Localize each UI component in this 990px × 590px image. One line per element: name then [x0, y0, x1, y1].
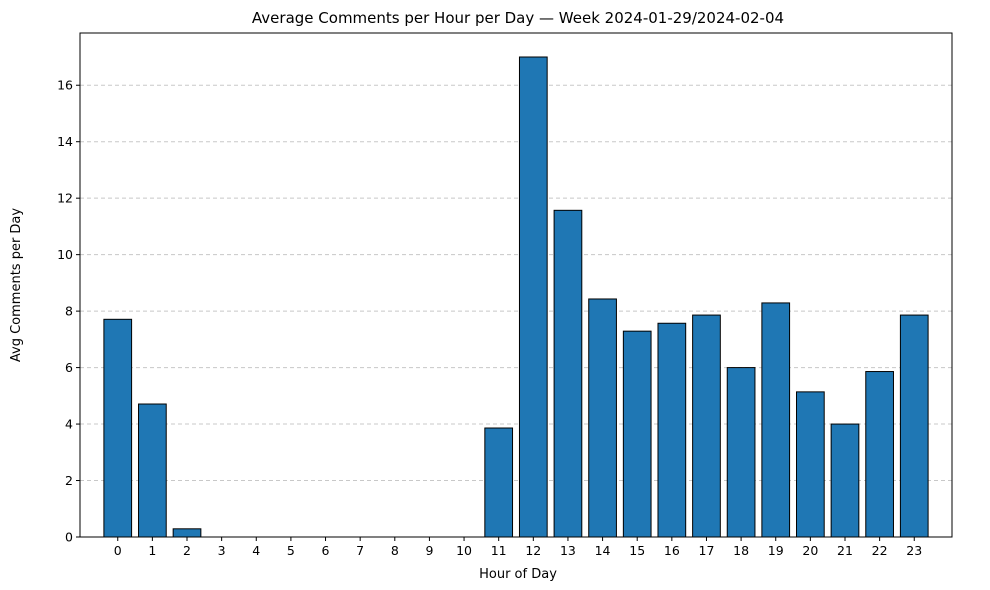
- y-tick-label: 8: [65, 304, 73, 319]
- y-tick-label: 2: [65, 473, 73, 488]
- y-tick-label: 16: [57, 78, 73, 93]
- x-tick-label: 22: [872, 543, 888, 558]
- x-tick-label: 10: [456, 543, 472, 558]
- bar: [726, 367, 756, 538]
- chart-title: Average Comments per Hour per Day — Week…: [252, 9, 784, 27]
- bar: [172, 528, 202, 538]
- bar: [796, 391, 825, 538]
- x-tick-label: 11: [491, 543, 507, 558]
- plot-frame: [79, 32, 953, 538]
- bar: [553, 209, 583, 538]
- x-tick-label: 19: [768, 543, 784, 558]
- bar: [103, 318, 133, 538]
- bar: [692, 314, 721, 538]
- y-tick-label: 0: [65, 530, 73, 545]
- x-tick-label: 8: [391, 543, 399, 558]
- x-axis-ticks: 0 1 2 3 4 5 6 7 8 9 10 11 12 13 14 15 16 17 18 19 20 21 22 23: [114, 537, 922, 558]
- y-axis-label: Avg Comments per Day: [9, 208, 24, 363]
- y-tick-label: 14: [57, 134, 73, 149]
- y-tick-label: 6: [65, 360, 73, 375]
- y-tick-label: 12: [57, 191, 73, 206]
- bar: [899, 314, 929, 538]
- x-tick-label: 18: [733, 543, 749, 558]
- x-tick-label: 9: [425, 543, 433, 558]
- y-axis-ticks: 0 2 4 6 8 10 12 14 16: [57, 78, 80, 545]
- x-tick-label: 1: [148, 543, 156, 558]
- bar: [138, 403, 167, 538]
- x-tick-label: 7: [356, 543, 364, 558]
- x-tick-label: 5: [287, 543, 295, 558]
- x-tick-label: 12: [525, 543, 541, 558]
- bar: [761, 302, 791, 538]
- bars: [103, 56, 929, 538]
- bar: [588, 298, 617, 538]
- y-tick-label: 4: [65, 417, 73, 432]
- bar: [622, 330, 652, 538]
- bar: [830, 423, 860, 538]
- x-tick-label: 23: [906, 543, 922, 558]
- x-tick-label: 6: [322, 543, 330, 558]
- bar: [865, 371, 894, 538]
- x-tick-label: 15: [629, 543, 645, 558]
- x-tick-label: 20: [802, 543, 818, 558]
- x-tick-label: 3: [218, 543, 226, 558]
- x-tick-label: 14: [595, 543, 611, 558]
- x-tick-label: 13: [560, 543, 576, 558]
- x-tick-label: 4: [252, 543, 260, 558]
- x-tick-label: 21: [837, 543, 853, 558]
- x-axis-label: Hour of Day: [479, 567, 557, 582]
- x-tick-label: 16: [664, 543, 680, 558]
- x-tick-label: 2: [183, 543, 191, 558]
- y-tick-label: 10: [57, 247, 73, 262]
- x-tick-label: 0: [114, 543, 122, 558]
- x-tick-label: 17: [699, 543, 715, 558]
- bar: [657, 322, 687, 538]
- bar: [518, 56, 548, 538]
- bar: [484, 427, 514, 538]
